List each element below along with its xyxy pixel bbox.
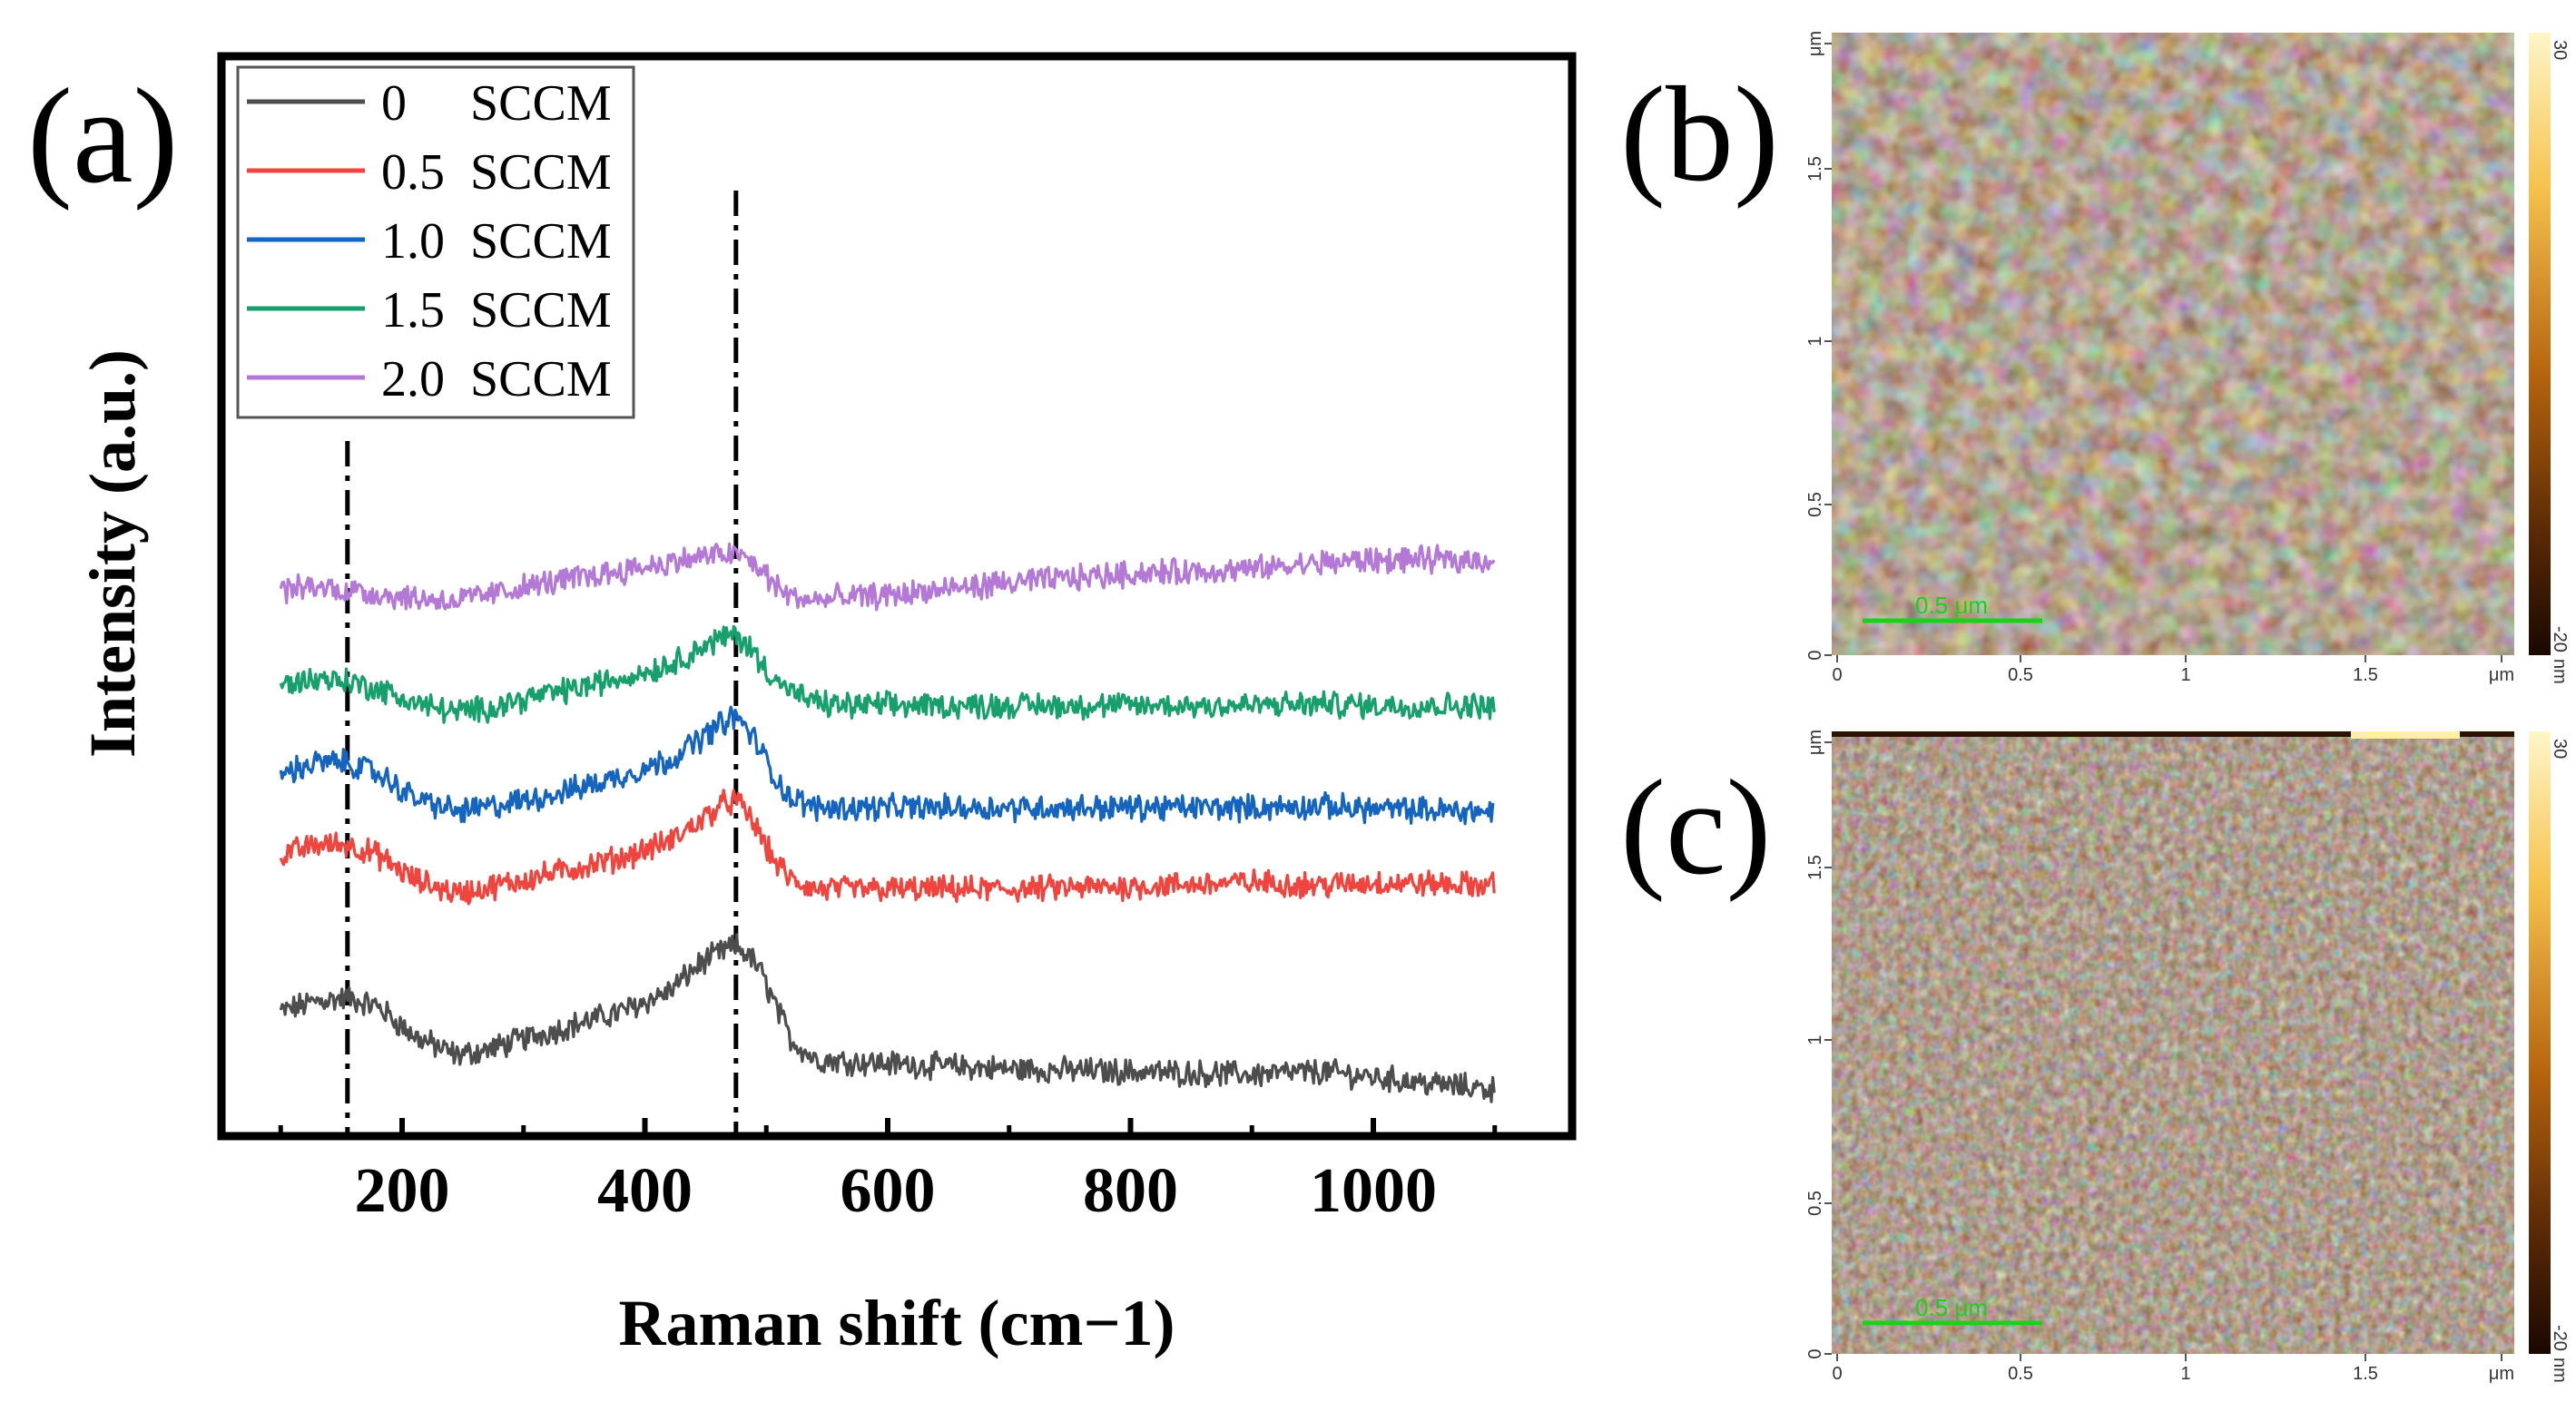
series-line-1.0-sccm: [279, 705, 1495, 826]
afm-x-tick-label-1: 0.5: [2008, 665, 2033, 685]
panel-a-label: (a): [27, 61, 178, 211]
afm-x-tick-label-2: 1: [2180, 665, 2190, 685]
legend-unit-1.5: SCCM: [470, 282, 612, 338]
reference-lines: [345, 191, 739, 1132]
legend-unit-0: SCCM: [470, 75, 612, 132]
afm-b-shadows: [1832, 33, 2514, 655]
plot-frame: [217, 52, 1577, 1141]
afm-image-b: 0.5 μm 30 -20 nm 0 0.5 1 1.5 μm 0 0.5 1 1.5 μm: [1805, 31, 2570, 685]
afm-y-tick-label-2: 1: [1805, 336, 1825, 346]
series-line-2.0-sccm: [279, 542, 1496, 612]
legend: 0 SCCM 0.5 SCCM 1.0 SCCM 1.5 SCCM 2.0 SCCM: [236, 65, 635, 419]
afm-x-tick-label-1: 0.5: [2008, 1364, 2033, 1384]
afm-c-shadows: [1832, 731, 2514, 1354]
afm-y-tick-label-0: 0: [1805, 1348, 1825, 1358]
afm-y-tick-label-4: μm: [1805, 730, 1825, 755]
panel-c-label: (c): [1620, 752, 1771, 903]
legend-value-0: 0: [381, 75, 407, 132]
legend-box: [236, 65, 635, 419]
afm-x-tick-label-4: μm: [2489, 665, 2514, 685]
afm-x-tick-label-0: 0: [1832, 665, 1842, 685]
raman-chart: 200 400 600 800 1000 Raman shift (cm−1) Inte…: [76, 52, 1577, 1359]
afm-b-colorbar-bottom: -20: [2550, 626, 2570, 652]
afm-x-tick-label-3: 1.5: [2353, 1364, 2378, 1384]
panel-b-label: (b): [1620, 59, 1779, 210]
afm-b-colorbar: [2529, 33, 2551, 655]
afm-c-top-edge: [1832, 731, 2514, 737]
afm-y-tick-label-3: 1.5: [1805, 855, 1825, 880]
y-axis-title: Intensity (a.u.): [76, 349, 149, 758]
afm-c-colorbar-top: 30: [2550, 739, 2570, 759]
afm-y-tick-label-1: 0.5: [1805, 1191, 1825, 1216]
legend-value-2.0: 2.0: [381, 351, 445, 407]
afm-c-scale-label: 0.5 μm: [1915, 1294, 1988, 1321]
x-tick-label-200: 200: [355, 1156, 450, 1226]
x-tick-label-400: 400: [597, 1156, 693, 1226]
series-line-1.5-sccm: [279, 624, 1496, 724]
series-line-0.5-sccm: [279, 789, 1496, 906]
afm-y-tick-label-0: 0: [1805, 650, 1825, 660]
x-tick-label-1000: 1000: [1310, 1156, 1437, 1226]
afm-b-colorbar-unit: nm: [2550, 659, 2570, 684]
series-line-0-sccm: [279, 933, 1496, 1103]
afm-b-axes: 0 0.5 1 1.5 μm 0 0.5 1 1.5 μm: [1805, 31, 2514, 685]
afm-image-c: 0.5 μm 30 -20 nm 0 0.5 1 1.5 μm 0 0.5 1 1.5 μm: [1805, 730, 2570, 1384]
afm-c-colorbar: [2529, 731, 2551, 1354]
afm-c-colorbar-unit: nm: [2550, 1358, 2570, 1383]
legend-unit-0.5: SCCM: [470, 144, 612, 201]
afm-b-scale-label: 0.5 μm: [1915, 592, 1988, 619]
series-layer: [279, 542, 1496, 1103]
afm-b-colorbar-top: 30: [2550, 40, 2570, 60]
afm-x-tick-label-2: 1: [2180, 1364, 2190, 1384]
afm-c-top-glare: [2351, 731, 2460, 739]
x-tick-label-800: 800: [1083, 1156, 1178, 1226]
afm-y-tick-label-3: 1.5: [1805, 156, 1825, 181]
afm-c-axes: 0 0.5 1 1.5 μm 0 0.5 1 1.5 μm: [1805, 730, 2514, 1384]
afm-c-colorbar-bottom: -20: [2550, 1325, 2570, 1351]
legend-unit-1.0: SCCM: [470, 213, 612, 270]
afm-x-tick-label-3: 1.5: [2353, 665, 2378, 685]
afm-x-tick-label-0: 0: [1832, 1364, 1842, 1384]
x-axis-ticks: 200 400 600 800 1000: [278, 1118, 1498, 1226]
legend-value-1.5: 1.5: [381, 282, 445, 338]
afm-y-tick-label-1: 0.5: [1805, 492, 1825, 517]
afm-x-tick-label-4: μm: [2489, 1364, 2514, 1384]
legend-unit-2.0: SCCM: [470, 351, 612, 407]
x-tick-label-600: 600: [841, 1156, 936, 1226]
x-axis-title: Raman shift (cm−1): [619, 1287, 1175, 1359]
afm-y-tick-label-4: μm: [1805, 31, 1825, 56]
legend-value-0.5: 0.5: [381, 144, 445, 201]
afm-y-tick-label-2: 1: [1805, 1034, 1825, 1044]
legend-value-1.0: 1.0: [381, 213, 445, 270]
